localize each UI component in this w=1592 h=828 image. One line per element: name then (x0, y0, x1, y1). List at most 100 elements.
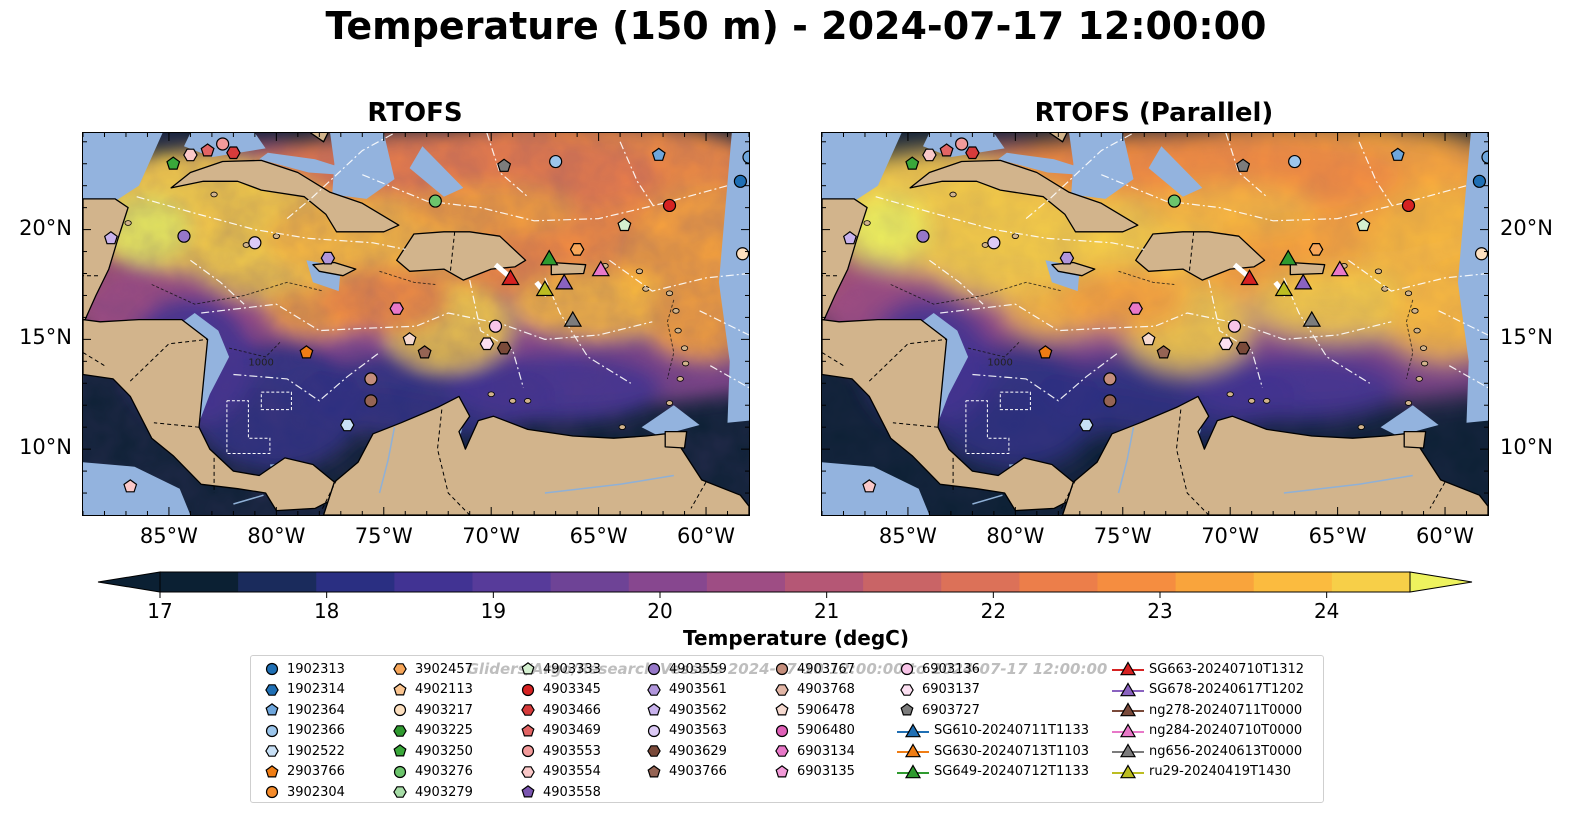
legend-marker[interactable] (647, 662, 661, 676)
legend-marker[interactable] (393, 682, 407, 695)
observation-hexagon[interactable] (389, 302, 404, 315)
legend-marker[interactable] (775, 683, 789, 696)
observation-hexagon[interactable] (922, 148, 937, 162)
observation-circle[interactable] (549, 154, 563, 169)
observation-circle[interactable] (987, 236, 1001, 250)
legend-marker[interactable] (775, 724, 789, 737)
observation-circle[interactable] (1481, 150, 1488, 164)
observation-circle[interactable] (216, 137, 230, 151)
observation-pentagon[interactable] (1038, 345, 1053, 359)
observation-circle[interactable] (955, 137, 969, 151)
observation-circle[interactable] (1472, 174, 1487, 188)
observation-triangle[interactable] (539, 249, 559, 266)
observation-triangle[interactable] (563, 310, 583, 327)
observation-triangle[interactable] (1294, 273, 1313, 290)
legend-marker[interactable] (1119, 702, 1137, 717)
observation-pentagon[interactable] (402, 332, 417, 346)
observation-triangle[interactable] (1274, 280, 1294, 297)
legend-marker[interactable] (521, 683, 535, 696)
observation-triangle[interactable] (591, 260, 610, 277)
legend-marker[interactable] (521, 785, 535, 798)
legend-marker[interactable] (904, 722, 922, 737)
observation-pentagon[interactable] (862, 479, 877, 493)
observation-circle[interactable] (428, 194, 442, 208)
legend-marker[interactable] (900, 662, 914, 676)
legend-marker[interactable] (900, 683, 914, 696)
observation-pentagon[interactable] (166, 156, 181, 170)
legend-marker[interactable] (775, 662, 789, 676)
observation-hexagon[interactable] (183, 148, 198, 162)
legend-marker[interactable] (521, 704, 535, 716)
legend-marker[interactable] (521, 723, 535, 736)
legend-marker[interactable] (1119, 722, 1137, 737)
observation-pentagon[interactable] (417, 345, 432, 359)
observation-circle[interactable] (1103, 372, 1117, 386)
observation-circle[interactable] (733, 174, 748, 188)
legend-marker[interactable] (393, 744, 407, 757)
observation-triangle[interactable] (535, 280, 555, 297)
observation-triangle[interactable] (1240, 269, 1259, 286)
observation-circle[interactable] (177, 229, 191, 243)
observation-hexagon[interactable] (340, 418, 355, 432)
observation-hexagon[interactable] (496, 341, 512, 355)
observation-pentagon[interactable] (905, 156, 920, 170)
legend-marker[interactable] (265, 683, 279, 696)
legend-marker[interactable] (647, 683, 661, 696)
legend-marker[interactable] (1119, 743, 1137, 758)
observation-circle[interactable] (916, 229, 930, 243)
observation-triangle[interactable] (1330, 260, 1349, 277)
observation-pentagon[interactable] (1156, 345, 1171, 359)
observation-hexagon[interactable] (320, 251, 336, 265)
observation-pentagon[interactable] (1356, 217, 1371, 232)
legend-marker[interactable] (265, 703, 279, 716)
observation-triangle[interactable] (1302, 310, 1322, 327)
legend-marker[interactable] (521, 662, 535, 675)
legend-marker[interactable] (904, 763, 922, 778)
observation-pentagon[interactable] (842, 231, 857, 245)
observation-triangle[interactable] (501, 269, 520, 286)
observation-hexagon[interactable] (479, 337, 495, 351)
legend-marker[interactable] (265, 785, 279, 799)
observation-circle[interactable] (1103, 394, 1117, 408)
observation-hexagon[interactable] (1218, 337, 1234, 351)
legend-marker[interactable] (393, 663, 407, 675)
legend-marker[interactable] (775, 764, 789, 777)
legend-marker[interactable] (265, 662, 279, 676)
legend-marker[interactable] (393, 786, 407, 798)
observation-pentagon[interactable] (1141, 332, 1156, 346)
legend-marker[interactable] (1119, 661, 1137, 676)
observation-circle[interactable] (1474, 247, 1488, 261)
observation-circle[interactable] (1227, 319, 1242, 333)
legend-marker[interactable] (265, 764, 279, 777)
observation-pentagon[interactable] (939, 143, 954, 157)
observation-hexagon[interactable] (569, 242, 585, 256)
observation-pentagon[interactable] (1390, 147, 1405, 161)
legend-marker[interactable] (775, 745, 789, 757)
legend-marker[interactable] (904, 743, 922, 758)
observation-hexagon[interactable] (1235, 341, 1251, 355)
legend-marker[interactable] (775, 703, 789, 716)
legend-marker[interactable] (265, 724, 279, 737)
observation-triangle[interactable] (555, 273, 574, 290)
map-panel-rtofs[interactable]: 1000 (82, 132, 750, 516)
observation-circle[interactable] (1401, 198, 1416, 213)
observation-hexagon[interactable] (226, 146, 241, 160)
observation-hexagon[interactable] (1128, 302, 1143, 315)
legend-marker[interactable] (393, 703, 407, 717)
legend-marker[interactable] (1119, 763, 1137, 778)
observation-circle[interactable] (364, 372, 378, 386)
observation-circle[interactable] (1288, 154, 1302, 169)
legend-marker[interactable] (393, 765, 407, 778)
observation-pentagon[interactable] (497, 158, 512, 172)
observation-hexagon[interactable] (1059, 251, 1075, 265)
legend-marker[interactable] (647, 764, 661, 777)
observation-pentagon[interactable] (299, 345, 314, 359)
observation-pentagon[interactable] (123, 479, 138, 493)
observation-pentagon[interactable] (617, 217, 632, 232)
observation-circle[interactable] (488, 319, 503, 333)
observation-circle[interactable] (248, 236, 262, 250)
legend-marker[interactable] (647, 745, 661, 757)
legend-marker[interactable] (521, 765, 535, 778)
observation-pentagon[interactable] (103, 231, 118, 245)
observation-circle[interactable] (1167, 194, 1181, 208)
